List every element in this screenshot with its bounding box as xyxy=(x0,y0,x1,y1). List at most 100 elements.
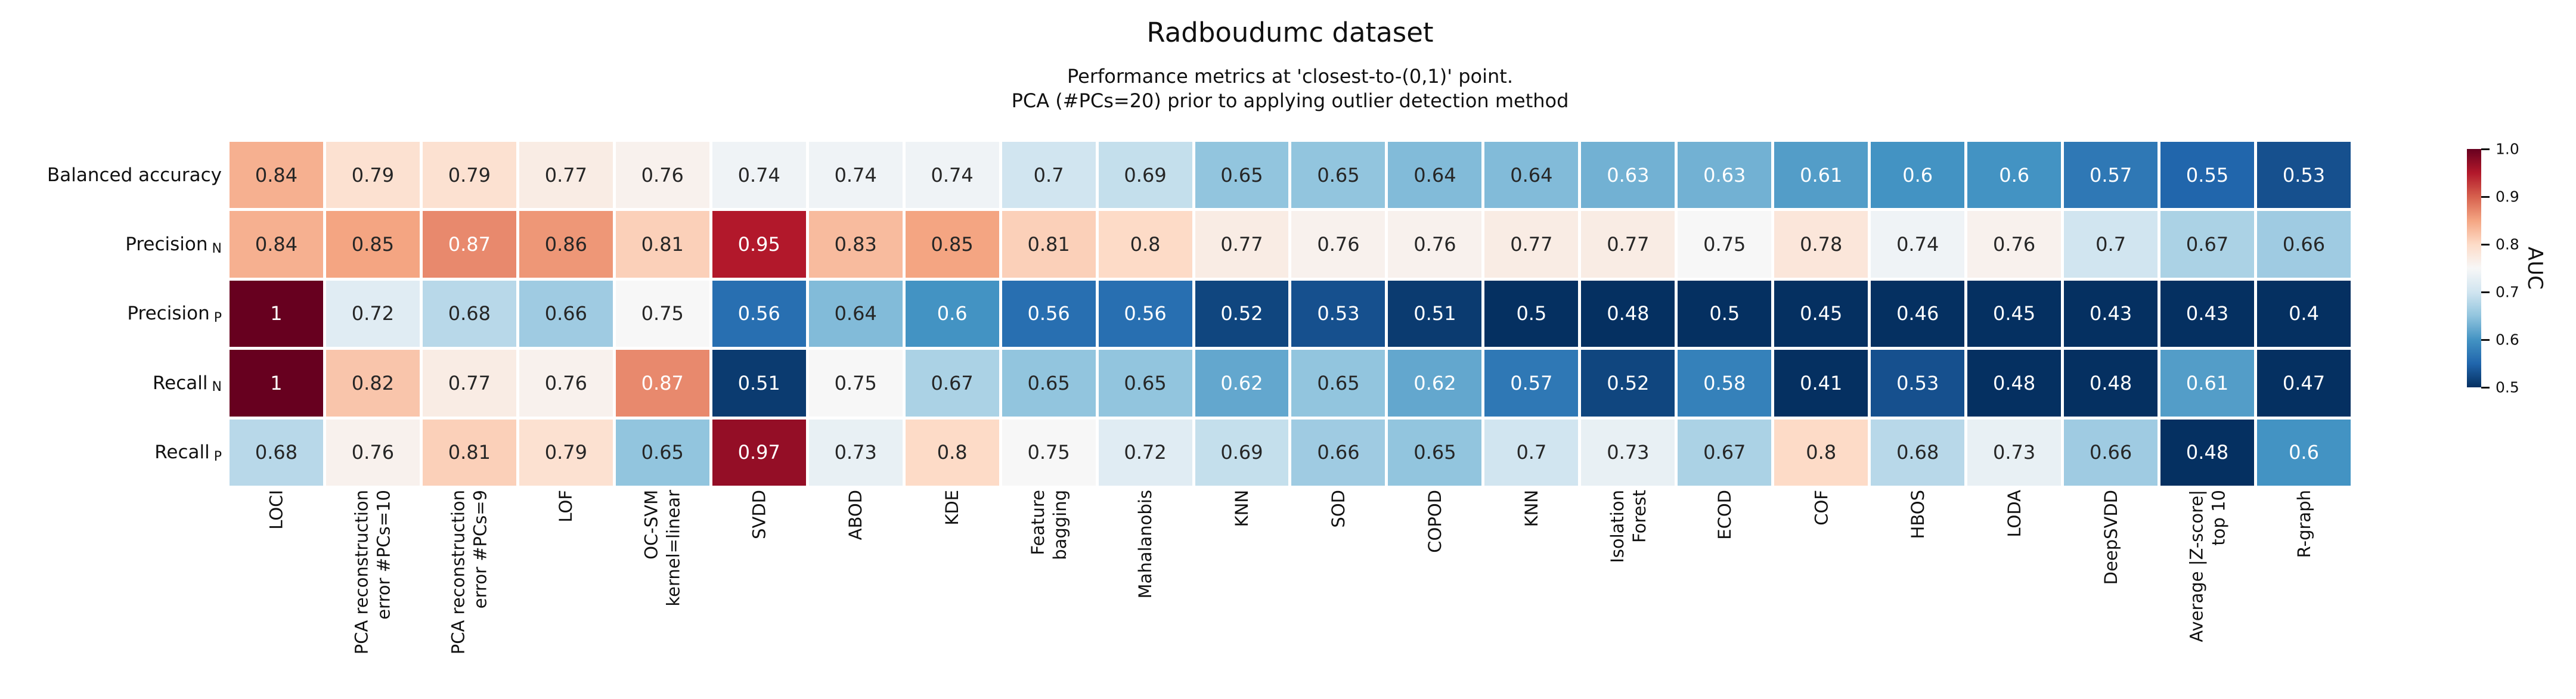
heatmap-cell: 0.7 xyxy=(1484,419,1579,486)
heatmap-cell: 0.48 xyxy=(1967,350,2062,417)
metric-row-label: Precision N xyxy=(0,211,222,277)
colorbar-tick-mark xyxy=(2481,195,2490,198)
heatmap-cell: 0.8 xyxy=(1774,419,1868,486)
heatmap-cell: 0.68 xyxy=(1871,419,1965,486)
heatmap-cell: 0.76 xyxy=(1388,211,1482,278)
heatmap-cell: 0.45 xyxy=(1774,280,1868,347)
heatmap-cell: 0.72 xyxy=(326,280,420,347)
heatmap-cell: 0.73 xyxy=(808,419,903,486)
heatmap-cell: 0.81 xyxy=(422,419,516,486)
heatmap-cell: 0.55 xyxy=(2160,142,2255,209)
metric-label-subscript: N xyxy=(212,380,222,395)
heatmap-cell: 0.43 xyxy=(2064,280,2158,347)
heatmap-cell: 0.45 xyxy=(1967,280,2062,347)
heatmap-cell: 0.84 xyxy=(230,142,323,209)
heatmap-cell: 0.76 xyxy=(326,419,420,486)
method-label-text: R-graph xyxy=(2294,490,2314,558)
heatmap-cell: 0.65 xyxy=(1195,142,1289,209)
metric-label-text: Precision xyxy=(127,303,210,325)
heatmap-cell: 0.77 xyxy=(519,142,613,209)
heatmap-cell: 0.64 xyxy=(1388,142,1482,209)
heatmap-cell: 0.82 xyxy=(326,350,420,417)
metric-label-text: Recall xyxy=(153,372,208,394)
heatmap-cell: 0.56 xyxy=(1098,280,1192,347)
heatmap-cell: 0.4 xyxy=(2257,280,2351,347)
heatmap-cell: 0.56 xyxy=(712,280,806,347)
heatmap-cell: 0.66 xyxy=(519,280,613,347)
heatmap-cell: 0.65 xyxy=(1098,350,1192,417)
method-label-text: DeepSVDD xyxy=(2101,490,2121,585)
heatmap-cell: 0.58 xyxy=(1678,350,1772,417)
heatmap-cell: 0.78 xyxy=(1774,211,1868,278)
heatmap-cell: 0.7 xyxy=(2064,211,2158,278)
heatmap-cell: 0.74 xyxy=(808,142,903,209)
heatmap-cell: 0.63 xyxy=(1581,142,1675,209)
chart-subtitle: Performance metrics at 'closest-to-(0,1)… xyxy=(1011,65,1569,112)
heatmap-cell: 0.48 xyxy=(2160,419,2255,486)
heatmap-cell: 0.73 xyxy=(1967,419,2062,486)
method-label-text: Mahalanobis xyxy=(1135,490,1155,599)
heatmap-cell: 0.75 xyxy=(1678,211,1772,278)
heatmap-cell: 0.48 xyxy=(1581,280,1675,347)
colorbar-gradient xyxy=(2467,149,2481,387)
method-label-text: SVDD xyxy=(749,490,769,539)
heatmap-cell: 0.66 xyxy=(1291,419,1385,486)
heatmap-cell: 0.81 xyxy=(1002,211,1096,278)
colorbar-tick-mark xyxy=(2481,338,2490,341)
heatmap-cell: 0.74 xyxy=(905,142,999,209)
heatmap-cell: 0.65 xyxy=(1291,350,1385,417)
heatmap-cell: 0.69 xyxy=(1098,142,1192,209)
metric-row-label: Recall N xyxy=(0,350,222,416)
chart-title: Radboudumc dataset xyxy=(1146,17,1434,48)
heatmap-cell: 0.77 xyxy=(1581,211,1675,278)
method-label-text: COF xyxy=(1811,490,1831,526)
method-label-text: SOD xyxy=(1328,490,1349,528)
heatmap-cell: 0.46 xyxy=(1871,280,1965,347)
heatmap-cell: 1 xyxy=(230,350,323,417)
heatmap-cell: 0.63 xyxy=(1678,142,1772,209)
metric-label-subscript: P xyxy=(213,449,222,464)
heatmap-cell: 0.62 xyxy=(1388,350,1482,417)
heatmap-cell: 0.87 xyxy=(615,350,709,417)
method-label-text: Feature bagging xyxy=(1027,490,1070,560)
heatmap-cell: 0.52 xyxy=(1195,280,1289,347)
heatmap-cell: 0.85 xyxy=(905,211,999,278)
method-label-text: PCA reconstruction error #PCs=9 xyxy=(448,490,491,655)
colorbar-tick-label: 0.5 xyxy=(2496,378,2519,396)
heatmap-cell: 0.56 xyxy=(1002,280,1096,347)
heatmap-cell: 0.66 xyxy=(2257,211,2351,278)
metric-row-label: Precision P xyxy=(0,281,222,347)
method-label-text: ECOD xyxy=(1715,490,1735,540)
method-label-text: COPOD xyxy=(1425,490,1445,553)
heatmap-cell: 0.74 xyxy=(712,142,806,209)
method-label-text: LOCI xyxy=(266,490,286,530)
method-label-text: KNN xyxy=(1232,490,1252,527)
metric-label-subscript: N xyxy=(212,241,222,256)
colorbar-tick-mark xyxy=(2481,386,2490,389)
heatmap-cell: 0.65 xyxy=(1291,142,1385,209)
method-label-text: Isolation Forest xyxy=(1607,490,1650,563)
heatmap-cell: 0.5 xyxy=(1484,280,1579,347)
metric-label-text: Precision xyxy=(125,234,208,256)
heatmap-cell: 1 xyxy=(230,280,323,347)
heatmap-cell: 0.62 xyxy=(1195,350,1289,417)
heatmap-cell: 0.97 xyxy=(712,419,806,486)
heatmap-cell: 0.53 xyxy=(2257,142,2351,209)
heatmap-cell: 0.8 xyxy=(905,419,999,486)
colorbar-tick-mark xyxy=(2481,243,2490,246)
heatmap-cell: 0.57 xyxy=(1484,350,1579,417)
colorbar-tick-label: 0.6 xyxy=(2496,331,2519,349)
heatmap-cell: 0.66 xyxy=(2064,419,2158,486)
heatmap-cell: 0.73 xyxy=(1581,419,1675,486)
colorbar-tick-mark xyxy=(2481,291,2490,293)
heatmap-cell: 0.6 xyxy=(2257,419,2351,486)
heatmap-cell: 0.67 xyxy=(1678,419,1772,486)
colorbar-tick-label: 0.9 xyxy=(2496,188,2519,206)
heatmap-cell: 0.41 xyxy=(1774,350,1868,417)
method-label-text: LOF xyxy=(556,490,576,523)
heatmap-cell: 0.8 xyxy=(1098,211,1192,278)
colorbar-tick-mark xyxy=(2481,148,2490,150)
heatmap-cell: 0.79 xyxy=(422,142,516,209)
heatmap-cell: 0.48 xyxy=(2064,350,2158,417)
